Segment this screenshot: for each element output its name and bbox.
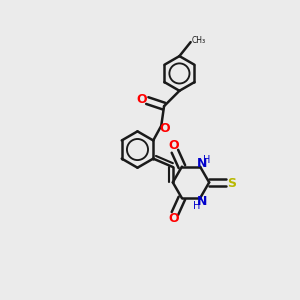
- Text: S: S: [227, 177, 236, 190]
- Text: N: N: [197, 195, 207, 208]
- Text: H: H: [194, 201, 201, 211]
- Text: O: O: [137, 93, 147, 106]
- Text: CH₃: CH₃: [192, 36, 206, 45]
- Text: O: O: [160, 122, 170, 135]
- Text: O: O: [168, 140, 179, 152]
- Text: O: O: [168, 212, 179, 225]
- Text: N: N: [197, 157, 207, 170]
- Text: H: H: [203, 155, 210, 165]
